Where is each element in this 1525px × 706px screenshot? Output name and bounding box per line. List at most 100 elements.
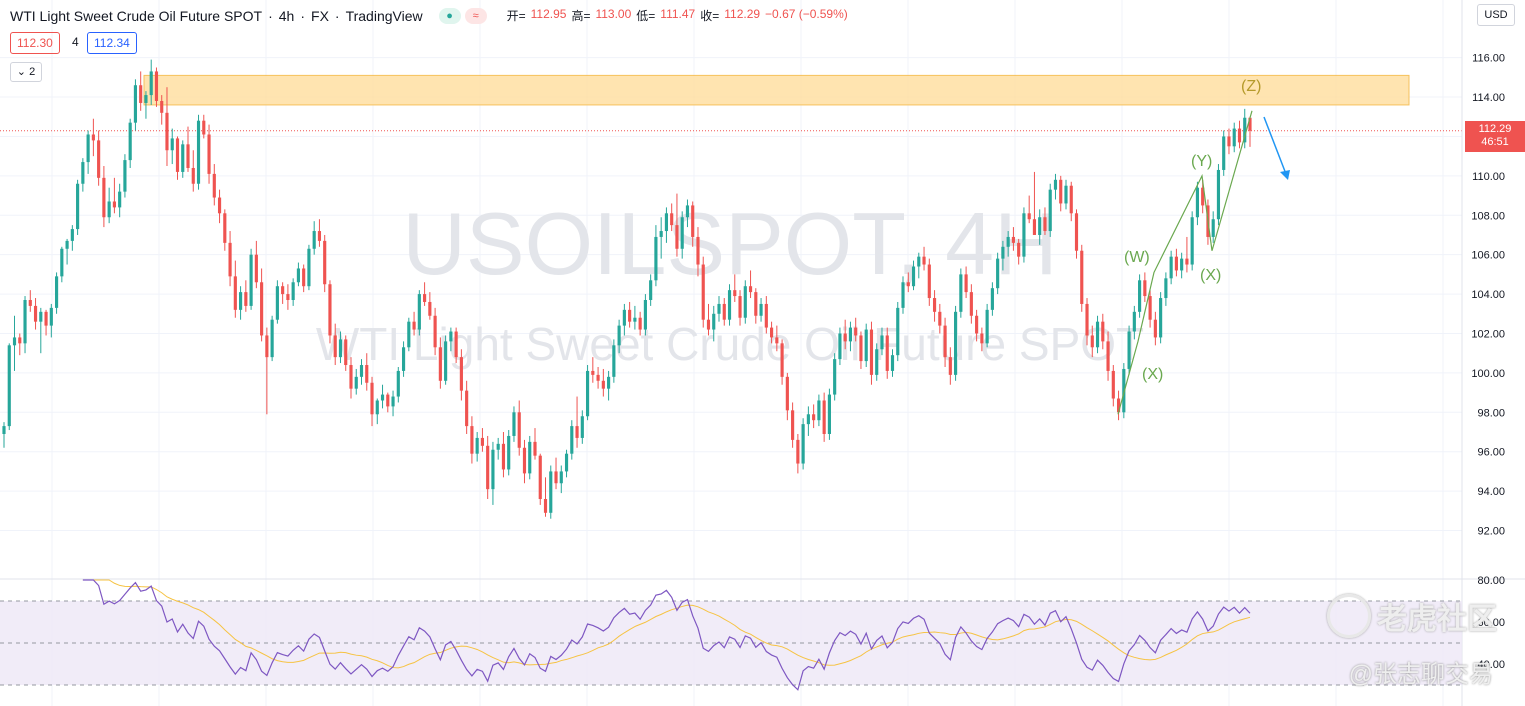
- rsi-tick-label: 40.00: [1477, 659, 1505, 671]
- candle-body: [444, 341, 448, 381]
- candle-body: [754, 292, 758, 316]
- candle-body: [1237, 128, 1242, 143]
- separator: ·: [268, 7, 273, 24]
- candle-body: [1169, 256, 1173, 279]
- current-price-value: 112.29: [1478, 123, 1512, 135]
- candle-body: [559, 471, 563, 484]
- candle-body: [370, 382, 374, 415]
- candle-body: [564, 453, 569, 472]
- candle-body: [23, 300, 27, 344]
- bar-countdown: 46:51: [1481, 136, 1509, 148]
- candle-body: [643, 300, 647, 330]
- candle-body: [822, 400, 826, 434]
- candle-body: [1132, 311, 1136, 332]
- candle-body: [454, 331, 458, 358]
- symbol-title[interactable]: WTI Light Sweet Crude Oil Future SPOT: [10, 7, 263, 24]
- candle-body: [880, 335, 884, 350]
- candle-body: [86, 134, 90, 163]
- indicator-collapse-button[interactable]: ⌄ 2: [10, 62, 42, 82]
- candlestick-series: [2, 59, 1252, 519]
- change-value: −0.67 (−0.59%): [765, 7, 848, 21]
- author-watermark: @张志聊交易: [1348, 661, 1493, 688]
- resistance-zone[interactable]: [143, 74, 1410, 106]
- candle-body: [433, 315, 437, 348]
- candle-body: [133, 85, 138, 123]
- chart-header: WTI Light Sweet Crude Oil Future SPOT · …: [10, 7, 848, 24]
- candle-body: [932, 298, 937, 312]
- candle-body: [638, 317, 642, 330]
- candle-body: [985, 309, 989, 344]
- candle-body: [607, 376, 611, 389]
- current-price-label: 112.29 46:51: [1465, 121, 1525, 152]
- candle-body: [1032, 219, 1037, 235]
- candle-body: [60, 248, 64, 277]
- elliott-wave-path[interactable]: [1117, 110, 1253, 415]
- candle-body: [964, 274, 968, 293]
- candle-body: [123, 160, 127, 192]
- candle-body: [1174, 256, 1178, 271]
- candle-body: [423, 294, 427, 302]
- candle-body: [1243, 117, 1247, 143]
- candle-body: [885, 335, 889, 371]
- candle-body: [617, 325, 621, 346]
- candle-body: [1011, 236, 1015, 243]
- close-value: 112.29: [724, 7, 761, 21]
- candle-body: [812, 414, 816, 421]
- candle-body: [181, 144, 185, 172]
- candle-body: [165, 112, 169, 151]
- currency-selector[interactable]: USD: [1477, 4, 1515, 26]
- rsi-axis: 80.00 60.00 40.00: [1477, 575, 1505, 671]
- candle-body: [407, 321, 411, 348]
- candle-body: [838, 333, 842, 360]
- candle-body: [317, 231, 322, 241]
- delayed-data-icon[interactable]: ≈: [464, 7, 487, 24]
- candle-body: [917, 256, 921, 267]
- candle-body: [596, 374, 600, 381]
- candle-body: [1127, 331, 1131, 369]
- candle-body: [990, 288, 994, 310]
- candle-body: [496, 443, 500, 450]
- candle-body: [65, 240, 69, 249]
- candle-body: [333, 335, 337, 358]
- interval-label[interactable]: 4h: [278, 7, 295, 24]
- candle-body: [244, 292, 248, 306]
- candle-body: [549, 471, 553, 513]
- projection-arrow[interactable]: [1263, 116, 1290, 180]
- price-tick-label: 116.00: [1472, 53, 1505, 65]
- candle-body: [91, 134, 95, 141]
- price-axis[interactable]: 116.00114.00112.00110.00108.00106.00104.…: [1471, 53, 1505, 538]
- candle-body: [675, 225, 679, 249]
- candle-body: [517, 412, 521, 448]
- candle-body: [480, 437, 484, 446]
- candle-body: [465, 390, 469, 427]
- candle-body: [685, 205, 690, 218]
- candle-body: [533, 441, 537, 456]
- candle-body: [491, 449, 495, 490]
- candle-body: [386, 394, 390, 407]
- buy-price-button[interactable]: 112.34: [87, 32, 137, 54]
- candle-body: [107, 201, 111, 218]
- market-open-icon: ●: [438, 7, 461, 24]
- sell-price-button[interactable]: 112.30: [10, 32, 60, 54]
- candle-body: [791, 410, 795, 440]
- candle-body: [1085, 303, 1089, 336]
- candle-body: [175, 138, 180, 172]
- candle-body: [712, 313, 716, 330]
- candle-body: [890, 355, 895, 371]
- candle-body: [980, 333, 984, 344]
- price-tick-label: 98.00: [1477, 407, 1505, 419]
- candle-body: [654, 236, 658, 281]
- candle-body: [1095, 321, 1100, 348]
- candle-body: [39, 311, 43, 322]
- candle-body: [943, 325, 947, 358]
- candle-body: [312, 231, 316, 249]
- candle-body: [1043, 217, 1047, 232]
- candle-body: [759, 303, 763, 316]
- candle-body: [144, 95, 148, 103]
- candle-body: [1211, 219, 1215, 237]
- candle-body: [927, 264, 931, 299]
- candle-body: [1227, 136, 1231, 147]
- candle-body: [1180, 258, 1184, 271]
